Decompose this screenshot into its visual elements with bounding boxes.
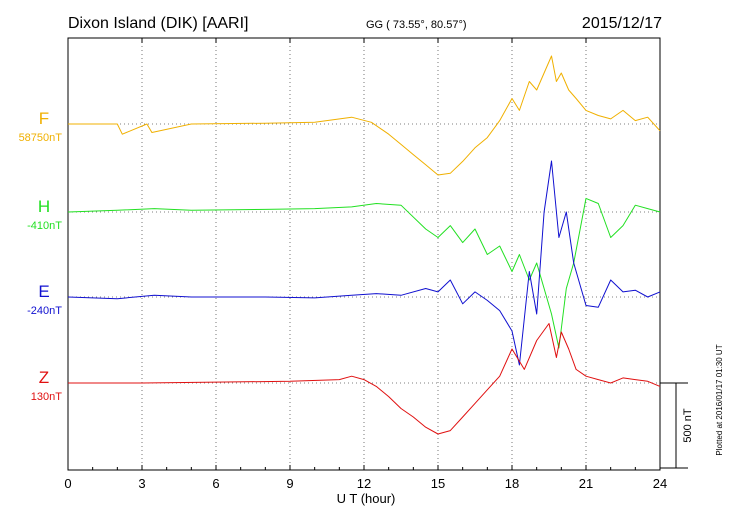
series-baseline-H: -410nT <box>27 220 62 232</box>
series-name-E: E <box>38 282 49 301</box>
series-name-H: H <box>38 197 50 216</box>
series-baseline-Z: 130nT <box>31 391 62 403</box>
series-baseline-E: -240nT <box>27 305 62 317</box>
x-tick-label: 9 <box>286 476 293 491</box>
station-title: Dixon Island (DIK) [AARI] <box>68 15 249 32</box>
series-line-F <box>68 55 661 176</box>
grid-lines <box>68 38 660 470</box>
series-line-H <box>67 197 661 349</box>
series-baseline-F: 58750nT <box>19 132 63 144</box>
scale-bar: 500 nT <box>660 382 694 469</box>
series-labels: F 58750nT H -410nT E -240nT Z 130nT <box>19 109 63 403</box>
x-axis-label: U T (hour) <box>337 491 396 506</box>
x-tick-label: 21 <box>579 476 593 491</box>
x-tick-label: 0 <box>64 476 71 491</box>
x-tick-label: 24 <box>653 476 667 491</box>
x-tick-label: 15 <box>431 476 445 491</box>
plotted-timestamp: Plotted at 2016/01/17 01:30 UT <box>715 344 724 455</box>
series-name-F: F <box>39 109 49 128</box>
x-tick-label: 6 <box>212 476 219 491</box>
x-axis-ticks: 0 3 6 9 12 15 18 21 24 <box>64 38 667 491</box>
series-name-Z: Z <box>39 368 49 387</box>
chart-date: 2015/12/17 <box>582 15 662 32</box>
series-line-E <box>67 160 661 366</box>
x-tick-label: 12 <box>357 476 371 491</box>
x-tick-label: 3 <box>138 476 145 491</box>
station-coordinates: GG ( 73.55°, 80.57°) <box>366 19 467 31</box>
x-tick-label: 18 <box>505 476 519 491</box>
series-layer <box>67 55 661 435</box>
series-line-Z <box>68 323 661 435</box>
scale-bar-label: 500 nT <box>682 408 694 443</box>
